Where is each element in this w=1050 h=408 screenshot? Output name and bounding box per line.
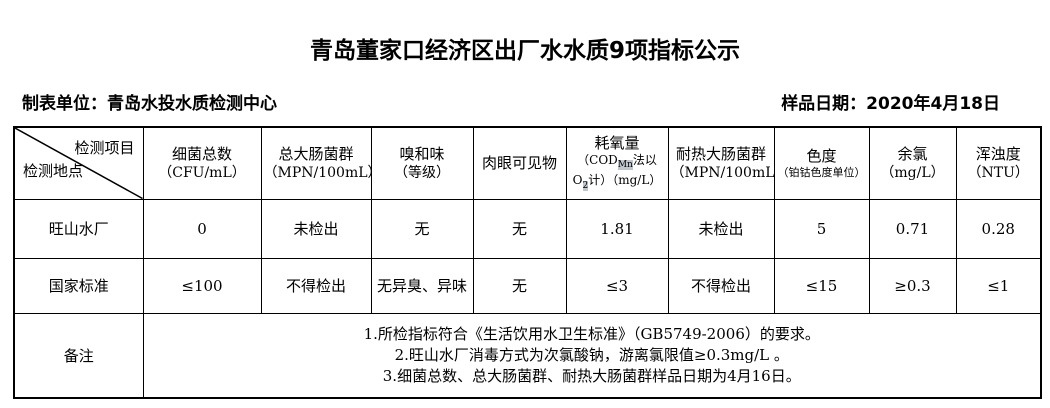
header-name: 浑浊度 (975, 145, 1021, 164)
table-header-row: 检测项目 检测地点 细菌总数 （CFU/mL） 总大肠菌群 （MPN/100mL… (13, 126, 1042, 200)
header-cell-visible-matter: 肉眼可见物 (472, 126, 567, 200)
value-cell: ≤3 (565, 257, 669, 314)
header-name: 总大肠菌群 (278, 145, 354, 164)
note-line-1: 1.所检指标符合《生活饮用水卫生标准》（GB5749-2006）的要求。 (363, 324, 820, 343)
water-quality-table: 检测项目 检测地点 细菌总数 （CFU/mL） 总大肠菌群 （MPN/100mL… (13, 126, 1042, 399)
notes-label: 备注 (13, 312, 144, 399)
header-name: 嗅和味 (399, 145, 445, 164)
header-cell-bacteria-count: 细菌总数 （CFU/mL） (142, 126, 262, 200)
diagonal-line (15, 128, 142, 198)
value-cell: 1.81 (565, 198, 669, 259)
value-cell: ≤15 (773, 257, 870, 314)
row-label: 旺山水厂 (13, 198, 144, 259)
header-unit: （CODMn法以O2计）（mg/L） (572, 152, 662, 191)
corner-label-project: 检测项目 (74, 139, 135, 157)
prepared-by-label: 制表单位：青岛水投水质检测中心 (22, 94, 277, 114)
header-name: 耐热大肠菌群 (675, 145, 766, 164)
value-cell: 无异臭、异味 (370, 257, 474, 314)
value-cell: 0.28 (955, 198, 1042, 259)
note-line-2: 2.旺山水厂消毒方式为次氯酸钠，游离氯限值≥0.3mg/L 。 (394, 345, 789, 364)
header-name: 余氯 (897, 145, 928, 164)
header-cell-turbidity: 浑浊度 （NTU） (955, 126, 1042, 200)
value-cell: ≤100 (142, 257, 262, 314)
corner-header-cell: 检测项目 检测地点 (13, 126, 144, 200)
value-cell: 无 (472, 198, 567, 259)
header-unit: （铂钴色度单位） (777, 166, 866, 180)
header-cell-odor-taste: 嗅和味 （等级） (370, 126, 474, 200)
header-unit: （等级） (394, 165, 450, 182)
value-cell: ≥0.3 (868, 257, 957, 314)
subscript-mn: Mn (617, 160, 633, 171)
header-unit: （mg/L） (880, 165, 945, 182)
header-cell-oxygen-consumption: 耗氧量 （CODMn法以O2计）（mg/L） (565, 126, 669, 200)
header-unit: （MPN/100mL） (263, 165, 371, 182)
value-cell: 未检出 (667, 198, 775, 259)
header-name: 耗氧量 (594, 133, 640, 152)
header-name: 细菌总数 (171, 145, 232, 164)
value-cell: 不得检出 (260, 257, 372, 314)
note-line-3: 3.细菌总数、总大肠菌群、耐热大肠菌群样品日期为4月16日。 (382, 366, 801, 385)
value-cell: 无 (370, 198, 474, 259)
page-title: 青岛董家口经济区出厂水水质9项指标公示 (309, 38, 740, 64)
header-cell-thermotolerant-coliform: 耐热大肠菌群 （MPN/100mL） (667, 126, 775, 200)
value-cell: 未检出 (260, 198, 372, 259)
value-cell: 5 (773, 198, 870, 259)
header-cell-total-coliform: 总大肠菌群 （MPN/100mL） (260, 126, 372, 200)
subtitle-row: 制表单位：青岛水投水质检测中心 样品日期：2020年4月18日 (0, 89, 1050, 114)
header-cell-chroma: 色度 （铂钴色度单位） (773, 126, 870, 200)
corner-label-site: 检测地点 (23, 161, 84, 180)
table-row-national-standard: 国家标准 ≤100 不得检出 无异臭、异味 无 ≤3 不得检出 ≤15 ≥0.3… (13, 257, 1042, 314)
header-unit: （MPN/100mL） (670, 165, 774, 182)
notes-content: 1.所检指标符合《生活饮用水卫生标准》（GB5749-2006）的要求。 2.旺… (142, 312, 1042, 399)
value-cell: 无 (472, 257, 567, 314)
value-cell: 不得检出 (667, 257, 775, 314)
header-unit: （NTU） (967, 165, 1029, 182)
row-label: 国家标准 (13, 257, 144, 314)
value-cell: ≤1 (955, 257, 1042, 314)
sample-date-label: 样品日期：2020年4月18日 (781, 94, 1000, 114)
subscript-2: 2 (582, 180, 589, 191)
value-cell: 0 (142, 198, 262, 259)
header-name: 肉眼可见物 (481, 154, 557, 173)
value-cell: 0.71 (868, 198, 957, 259)
table-row-wangshan-plant: 旺山水厂 0 未检出 无 无 1.81 未检出 5 0.71 0.28 (13, 198, 1042, 259)
page: 青岛董家口经济区出厂水水质9项指标公示 制表单位：青岛水投水质检测中心 样品日期… (0, 31, 1050, 408)
header-unit: （CFU/mL） (158, 165, 246, 182)
table-row-notes: 备注 1.所检指标符合《生活饮用水卫生标准》（GB5749-2006）的要求。 … (13, 312, 1042, 399)
header-name: 色度 (806, 147, 837, 166)
header-cell-residual-chlorine: 余氯 （mg/L） (868, 126, 957, 200)
